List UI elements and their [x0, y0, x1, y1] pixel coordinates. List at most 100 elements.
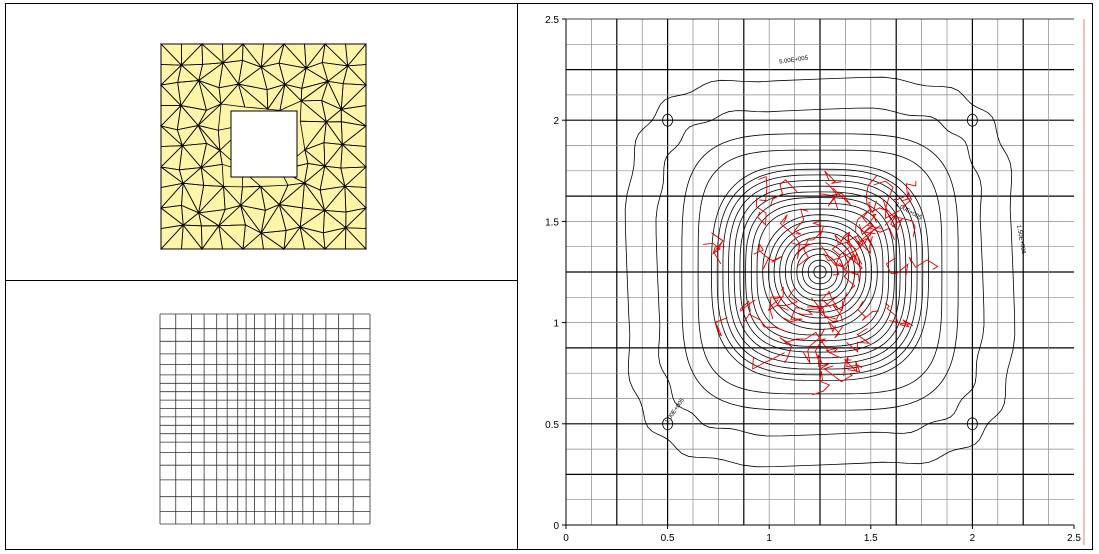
overlay-polyline [767, 296, 783, 311]
y-tick-label: 1 [553, 319, 559, 330]
overlay-polyline [825, 181, 839, 210]
overlay-polyline [884, 207, 900, 221]
overlay-polyline [784, 331, 831, 354]
contour-line [728, 180, 912, 364]
overlay-polyline [823, 365, 854, 383]
triangular-mesh-panel [5, 3, 518, 281]
overlay-polyline [865, 175, 878, 214]
overlay-polyline [832, 292, 848, 322]
overlay-polyline [776, 288, 799, 311]
contour-line [722, 174, 918, 370]
contour-line [813, 265, 827, 279]
contour-line [785, 237, 855, 307]
overlay-polyline [908, 256, 939, 270]
overlay-polyline [814, 338, 828, 360]
contour-line [739, 191, 901, 353]
y-tick-label: 0 [553, 521, 559, 532]
overlay-polyline [818, 295, 838, 317]
overlay-polyline [846, 328, 871, 353]
overlay-polyline [811, 220, 824, 238]
overlay-polyline [821, 290, 839, 310]
contour-line [745, 197, 895, 347]
overlay-polyline [817, 354, 830, 370]
overlay-polyline [843, 359, 861, 373]
y-tick-label: 2.5 [545, 15, 559, 26]
overlay-polyline [893, 181, 917, 200]
overlay-polyline [884, 213, 903, 231]
x-tick-label: 1.5 [864, 533, 878, 544]
overlay-polyline [758, 176, 768, 202]
overlay-polyline [752, 352, 785, 370]
contour-line [750, 202, 890, 342]
overlay-polyline [740, 299, 756, 312]
overlay-polyline [843, 356, 863, 377]
overlay-polyline [855, 209, 870, 233]
contour-line [681, 133, 959, 411]
contour-line [773, 225, 867, 319]
overlay-polyline [753, 242, 769, 259]
grid-lines [566, 19, 1074, 525]
contour-line [796, 248, 844, 296]
overlay-polyline [899, 319, 914, 328]
overlay-polyline [827, 320, 844, 339]
overlay-polyline [770, 179, 798, 206]
overlay-polyline [743, 313, 788, 333]
mesh-triangle [279, 83, 302, 112]
overlay-polyline [885, 302, 899, 324]
mesh-triangle [260, 232, 286, 250]
x-tick-label: 0 [563, 533, 569, 544]
y-tick-label: 2 [553, 116, 559, 127]
overlay-polyline [831, 234, 849, 256]
overlay-polyline [821, 245, 850, 267]
overlay-polyline [779, 214, 801, 254]
overlay-polyline [854, 236, 873, 254]
x-tick-label: 1 [766, 533, 772, 544]
mesh-hole-cover [230, 110, 298, 178]
overlay-polyline [839, 252, 863, 276]
overlay-polyline [756, 197, 767, 227]
overlay-polyline [823, 241, 867, 262]
overlay-polyline [818, 187, 851, 206]
contour-line [716, 168, 924, 376]
contour-line [655, 107, 985, 437]
contour-line [779, 231, 861, 313]
y-tick-label: 0.5 [545, 420, 559, 431]
mesh-triangle [218, 224, 244, 250]
overlay-polyline [797, 231, 823, 267]
rectangular-grid-panel [5, 280, 518, 550]
grid-group [159, 313, 371, 525]
overlay-polyline [843, 270, 860, 291]
contour-value-label: 1.50E+006 [1015, 225, 1026, 255]
corner-contour-circle [662, 417, 674, 431]
overlay-polyline [885, 257, 909, 275]
overlay-polyline [812, 371, 831, 396]
overlay-polyline [793, 208, 809, 235]
contour-line [733, 185, 907, 359]
mesh-triangle [237, 82, 269, 110]
mesh-triangle [299, 225, 327, 250]
overlay-polyline [711, 232, 724, 265]
overlay-polyline [866, 213, 882, 229]
overlay-polyline [893, 216, 916, 237]
overlay-polyline [863, 226, 895, 241]
overlay-polyline [873, 180, 894, 220]
overlay-polyline [847, 234, 874, 248]
overlay-polyline [779, 337, 793, 364]
x-tick-label: 2 [970, 533, 976, 544]
x-tick-label: 2.5 [1067, 533, 1081, 544]
overlay-polyline [790, 242, 811, 260]
contour-line [697, 149, 943, 395]
overlay-polyline [715, 317, 728, 337]
red-overlay-mesh [703, 170, 939, 396]
overlay-polyline [762, 255, 783, 270]
overlay-polyline [802, 328, 825, 364]
mesh-triangle [345, 226, 367, 250]
axes: 0 0.5 1 1.5 2 2.5 0 0.5 1 1.5 2 2.5 [545, 15, 1085, 545]
overlay-polyline [769, 286, 784, 320]
contour-line [807, 259, 833, 285]
contour-line [767, 219, 873, 325]
contour-line [624, 76, 1016, 468]
x-tick-label: 0.5 [661, 533, 675, 544]
